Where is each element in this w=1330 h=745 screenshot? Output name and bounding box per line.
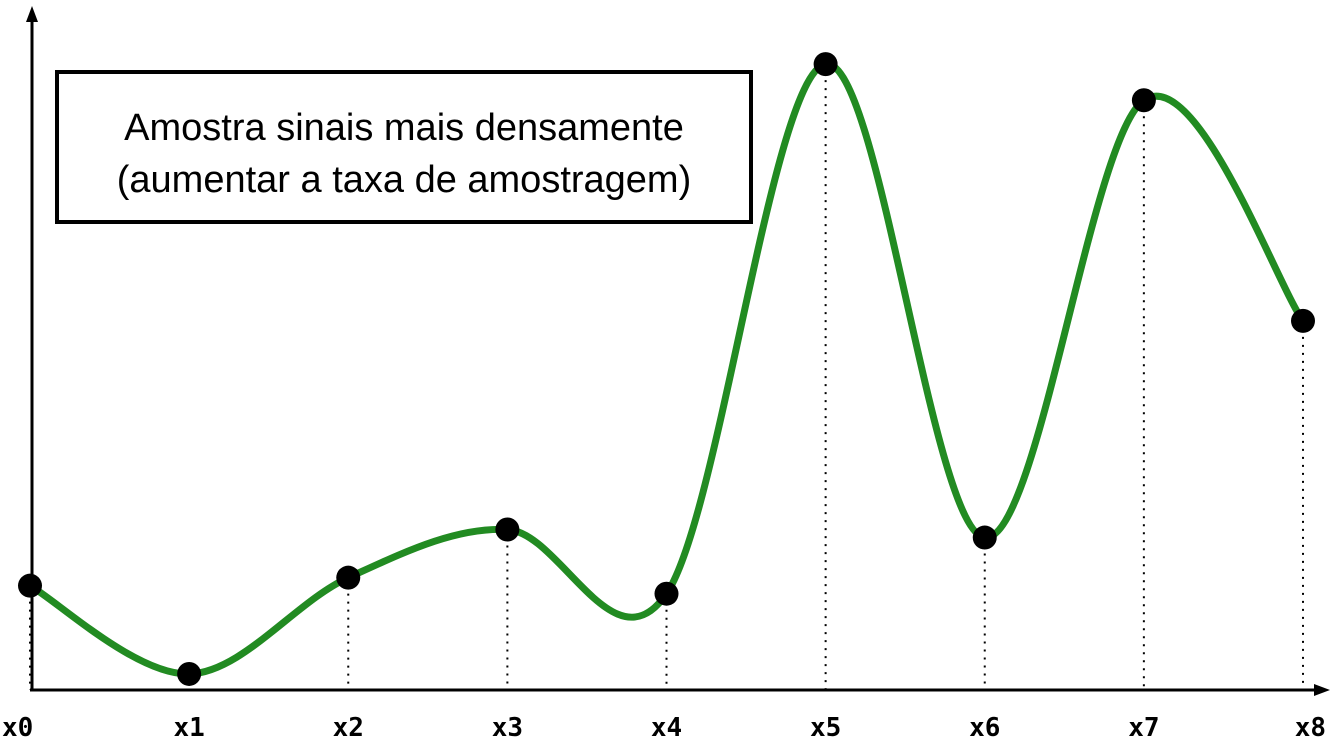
tick-label-x2: x2 <box>333 713 364 743</box>
sample-points <box>18 52 1315 686</box>
tick-label-x7: x7 <box>1128 713 1159 743</box>
sample-point-x5 <box>813 52 838 77</box>
tick-label-x5: x5 <box>810 713 841 743</box>
sample-point-x0 <box>18 573 42 598</box>
sample-point-x6 <box>972 525 997 550</box>
tick-label-x0: x0 <box>2 713 33 743</box>
sample-point-x4 <box>654 581 679 606</box>
sample-point-x8 <box>1291 308 1315 333</box>
tick-label-x8: x8 <box>1295 713 1326 743</box>
tick-label-x6: x6 <box>969 713 1000 743</box>
sample-point-x3 <box>495 517 520 542</box>
y-axis-arrow-icon <box>26 6 38 22</box>
sample-point-x1 <box>177 661 202 686</box>
signal-curve <box>26 60 1307 678</box>
tick-label-x1: x1 <box>173 713 204 743</box>
annotation-line-1: Amostra sinais mais densamente <box>124 107 684 149</box>
sample-point-x7 <box>1131 88 1156 113</box>
sample-point-x2 <box>336 565 361 590</box>
x-tick-labels: x0 x1 x2 x3 x4 x5 x6 x7 x8 <box>2 713 1326 743</box>
annotation-line-2: (aumentar a taxa de amostragem) <box>117 159 692 201</box>
tick-label-x3: x3 <box>492 713 523 743</box>
tick-label-x4: x4 <box>651 713 682 743</box>
x-axis-arrow-icon <box>1314 684 1330 696</box>
annotation-box: Amostra sinais mais densamente (aumentar… <box>55 70 753 224</box>
